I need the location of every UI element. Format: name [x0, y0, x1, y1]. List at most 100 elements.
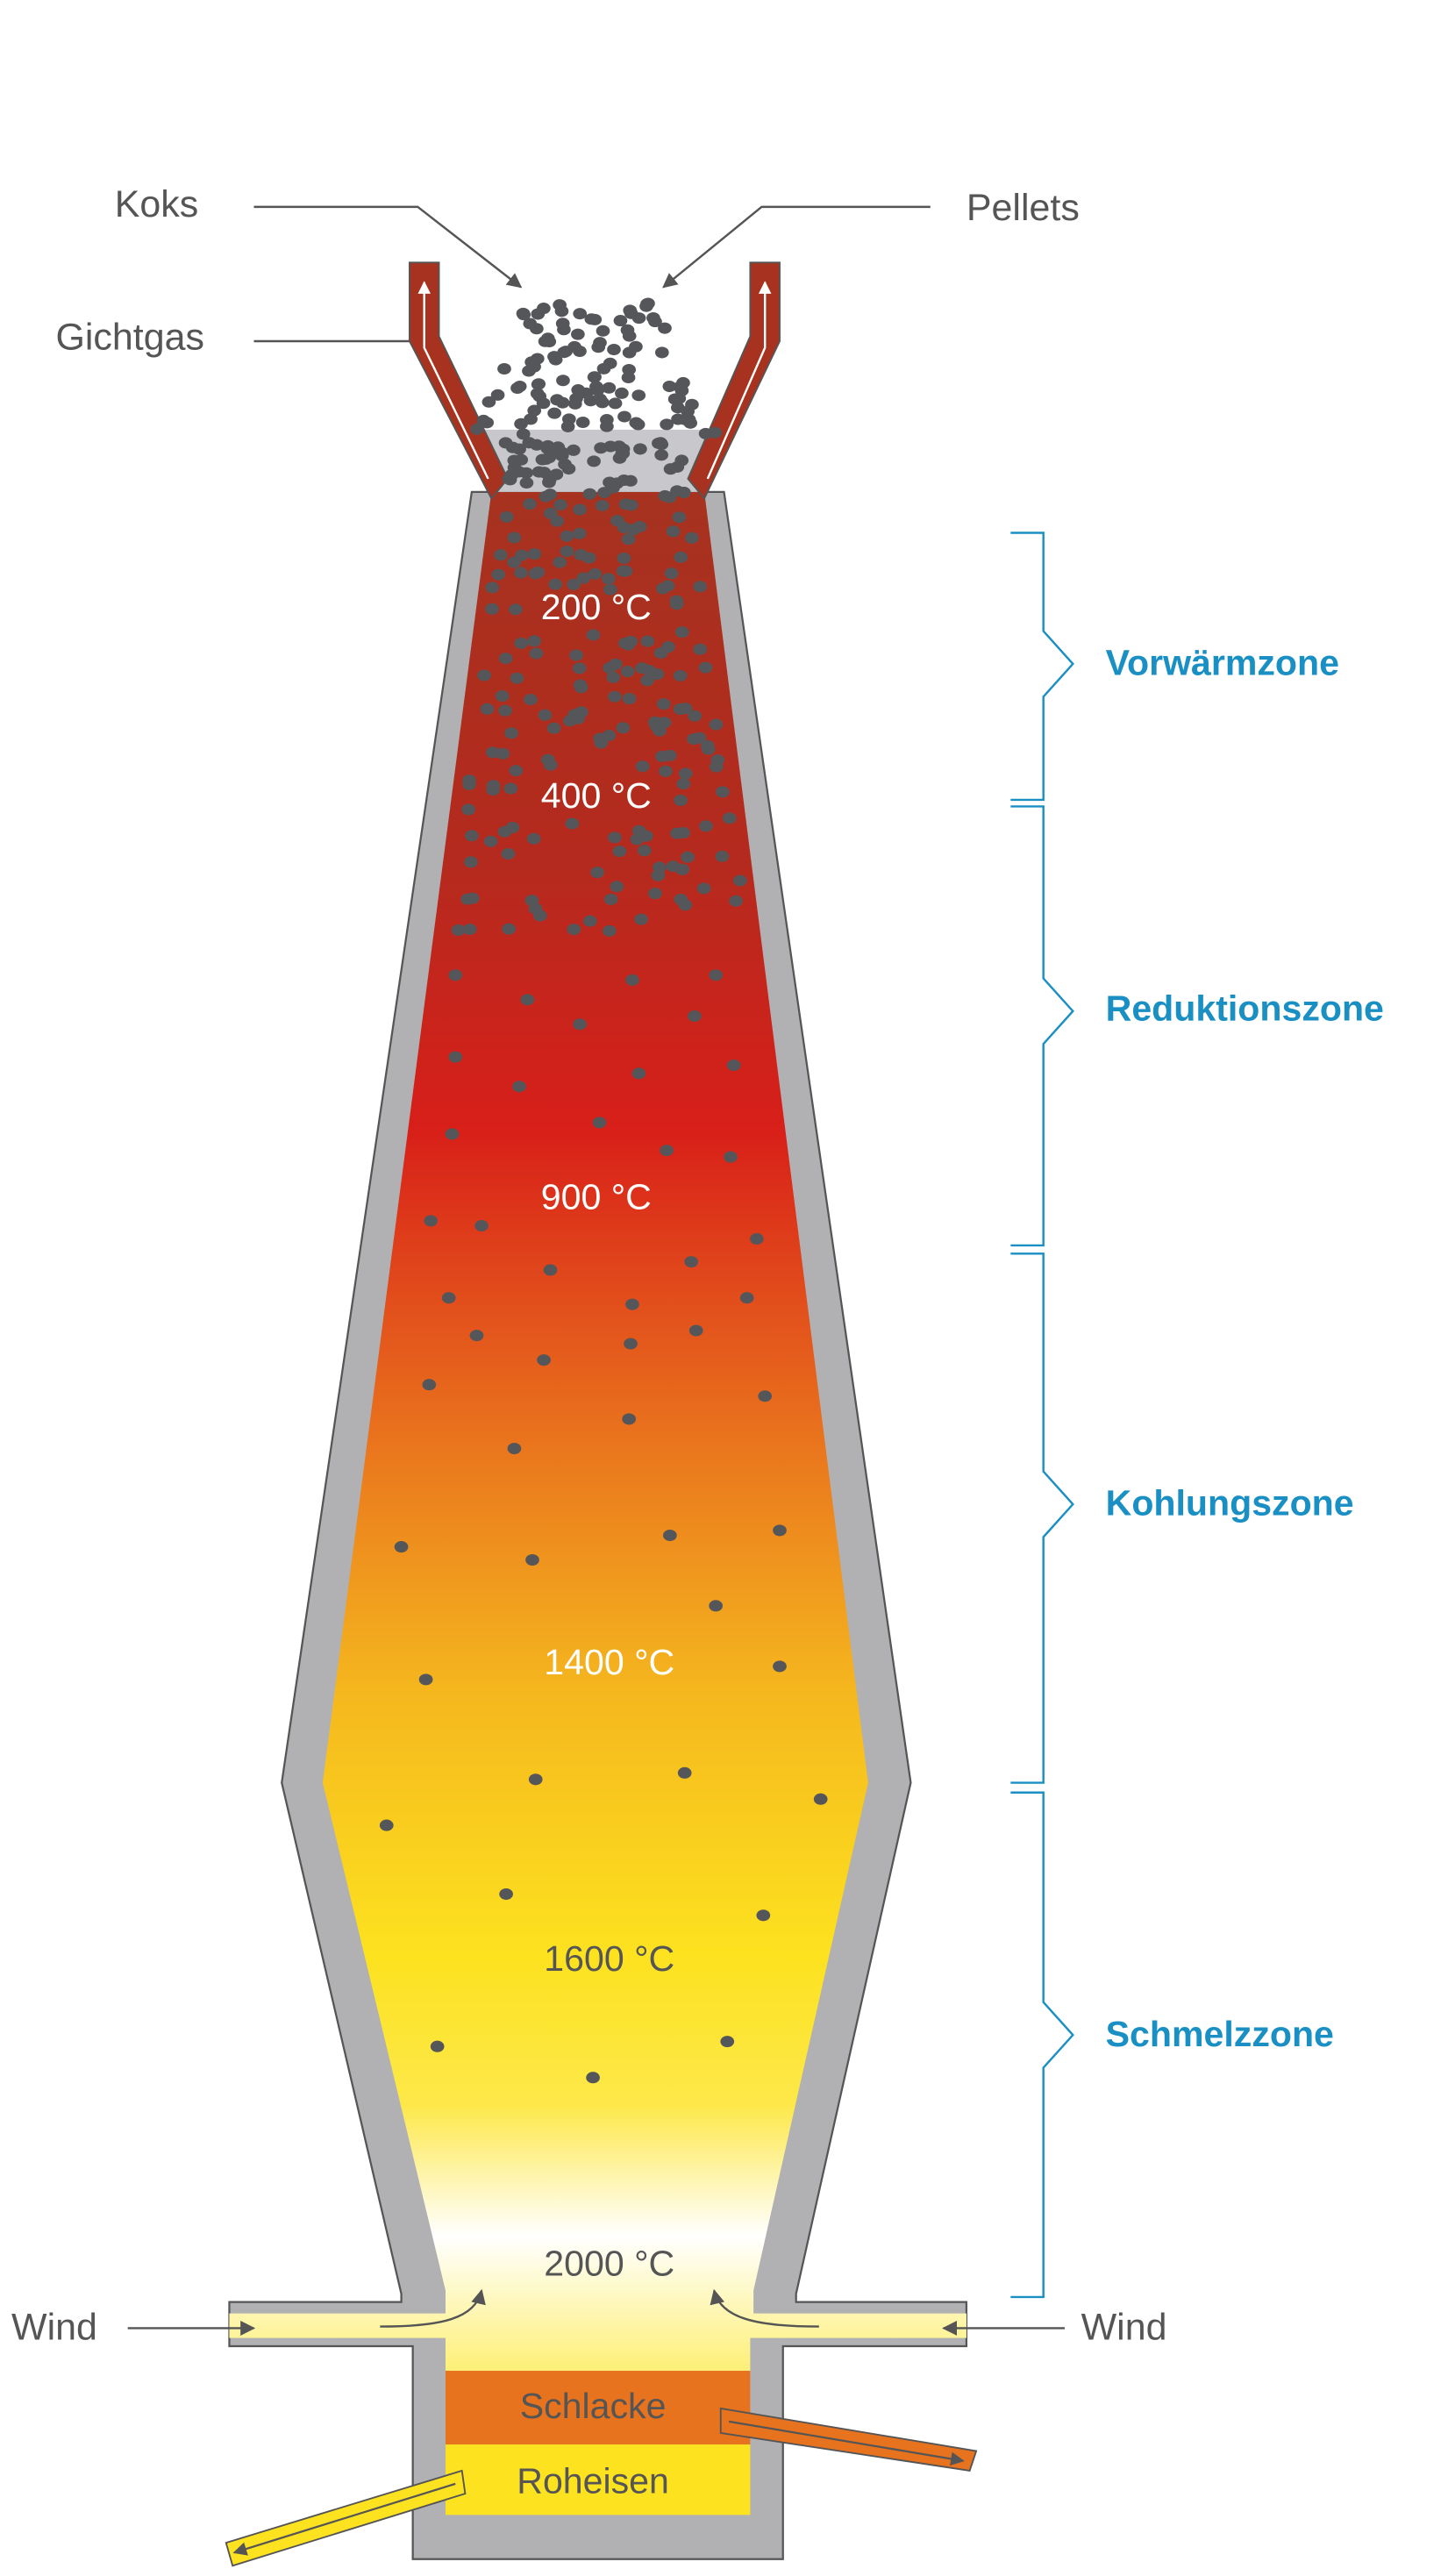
- particle: [596, 325, 610, 337]
- particle: [576, 572, 591, 584]
- particle: [496, 747, 510, 760]
- iron-arrow: [232, 2482, 456, 2556]
- particle: [465, 892, 480, 904]
- particle: [531, 308, 546, 320]
- particle: [536, 397, 551, 410]
- particle: [603, 893, 618, 905]
- particle: [651, 869, 666, 881]
- particle: [676, 376, 690, 389]
- particle: [624, 1338, 638, 1350]
- particle: [441, 1292, 456, 1304]
- particle: [656, 698, 671, 710]
- particle: [696, 882, 711, 895]
- particle: [773, 1524, 787, 1537]
- zone-brace: [1010, 805, 1074, 1247]
- particle: [493, 549, 508, 561]
- temperature: 1600 °C: [544, 1938, 674, 1979]
- particle: [688, 1010, 702, 1023]
- particle: [509, 765, 524, 777]
- particle: [490, 389, 505, 401]
- particle: [549, 468, 564, 481]
- particle: [530, 323, 544, 335]
- particle: [629, 417, 644, 429]
- particle: [608, 397, 623, 410]
- particle: [516, 428, 531, 440]
- particle: [501, 847, 516, 860]
- particle: [596, 362, 611, 375]
- particle: [603, 583, 617, 596]
- particle: [612, 846, 627, 858]
- particle: [474, 1219, 489, 1232]
- particle: [750, 1232, 764, 1245]
- particle: [546, 722, 561, 734]
- particle: [631, 824, 646, 837]
- particle: [561, 462, 576, 475]
- particle: [464, 856, 478, 868]
- particle: [634, 913, 648, 925]
- gas-pipe-right: [687, 261, 781, 501]
- particle: [553, 498, 567, 511]
- particle: [662, 749, 677, 761]
- particle: [715, 850, 730, 862]
- particle: [573, 1018, 587, 1031]
- particle: [726, 1059, 741, 1072]
- slag-label: Schlacke: [520, 2386, 667, 2426]
- particle: [587, 371, 602, 383]
- particle: [448, 1051, 463, 1063]
- temperature: 900 °C: [541, 1177, 652, 1217]
- particle: [671, 413, 685, 425]
- particle: [739, 1292, 754, 1304]
- particle: [674, 626, 689, 639]
- particle: [616, 443, 631, 455]
- particle: [709, 969, 724, 981]
- particle: [461, 803, 475, 816]
- particle: [565, 817, 580, 830]
- particle: [648, 888, 662, 900]
- particle: [560, 546, 574, 558]
- particle: [557, 324, 571, 336]
- particle: [729, 895, 743, 907]
- particle: [624, 635, 638, 647]
- particle: [499, 1887, 513, 1901]
- particle: [526, 832, 541, 845]
- particle: [504, 727, 518, 739]
- particle: [631, 389, 646, 402]
- slag-layer: [446, 2371, 751, 2445]
- particle: [469, 1330, 484, 1342]
- particle: [572, 527, 587, 539]
- particle: [688, 1324, 703, 1337]
- particle: [528, 1773, 543, 1786]
- particle: [659, 765, 673, 777]
- particle: [569, 649, 583, 661]
- particle: [708, 426, 723, 439]
- particle: [480, 703, 495, 715]
- particle: [575, 416, 590, 429]
- particle: [587, 455, 601, 467]
- particle: [664, 567, 679, 580]
- particle: [615, 387, 629, 399]
- particle: [586, 629, 601, 641]
- particle: [709, 1600, 724, 1612]
- pellets-label: Pellets: [967, 187, 1080, 229]
- particle: [722, 812, 737, 824]
- particle: [491, 568, 506, 581]
- particle: [588, 567, 603, 580]
- particle: [631, 1067, 646, 1080]
- particle: [573, 308, 588, 320]
- koks-leader: [253, 205, 523, 289]
- particle: [621, 533, 636, 546]
- particle: [502, 923, 516, 935]
- particle: [418, 1673, 433, 1686]
- zone-label: Vorwärmzone: [1106, 643, 1339, 683]
- particle: [523, 498, 537, 510]
- zone-label: Kohlungszone: [1106, 1483, 1354, 1523]
- particle: [584, 313, 599, 325]
- zone-brace: [1010, 532, 1074, 802]
- particle: [477, 669, 491, 681]
- particle: [625, 1298, 639, 1310]
- particle: [710, 753, 725, 767]
- slag-arrow: [728, 2420, 965, 2466]
- wind-label: Wind: [1081, 2307, 1167, 2349]
- particle: [543, 1264, 558, 1276]
- particle: [597, 487, 611, 499]
